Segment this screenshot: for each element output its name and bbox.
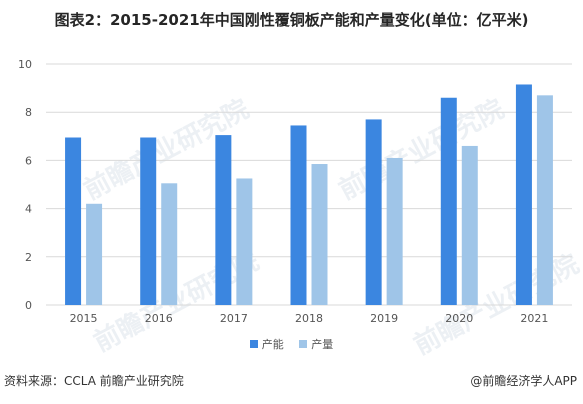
bar-capacity [440,97,457,306]
chart-title: 图表2：2015-2021年中国刚性覆铜板产能和产量变化(单位：亿平米) [54,11,529,29]
bar-capacity [215,135,232,305]
footer: 资料来源：CCLA 前瞻产业研究院 @前瞻经济学人APP [0,368,583,390]
bar-output [311,164,328,305]
x-tick-label: 2018 [295,312,323,325]
credit-note: @前瞻经济学人APP [470,374,577,388]
bar-capacity [140,137,157,305]
legend-label-capacity: 产能 [261,338,284,351]
watermark-text: 前瞻产业研究院 [334,93,509,206]
y-tick-label: 4 [25,203,32,216]
bar-output [86,203,103,305]
bar-output [236,178,253,305]
x-tick-label: 2017 [220,312,248,325]
y-tick-label: 8 [25,106,32,119]
bar-capacity [290,125,307,305]
x-tick-label: 2015 [70,312,98,325]
legend-label-output: 产量 [311,338,334,351]
x-tick-label: 2020 [445,312,473,325]
bar-capacity [65,137,82,305]
bar-output [386,157,403,305]
y-tick-label: 10 [18,58,32,71]
legend-item-output: 产量 [299,336,333,352]
legend: 产能 产量 [0,336,583,352]
legend-item-capacity: 产能 [249,336,284,352]
y-tick-label: 0 [25,299,32,312]
bar-output [461,145,478,305]
bar-output [161,183,178,305]
x-tick-label: 2021 [520,312,548,325]
source-note: 资料来源：CCLA 前瞻产业研究院 [4,374,184,388]
legend-swatch-capacity [249,340,258,348]
bar-output [536,95,553,305]
x-tick-label: 2019 [370,312,398,325]
bar-capacity [515,84,532,305]
legend-swatch-output [299,340,308,348]
y-tick-label: 2 [25,251,32,264]
x-tick-label: 2016 [145,312,173,325]
y-tick-label: 6 [25,154,32,167]
bar-capacity [365,119,382,306]
